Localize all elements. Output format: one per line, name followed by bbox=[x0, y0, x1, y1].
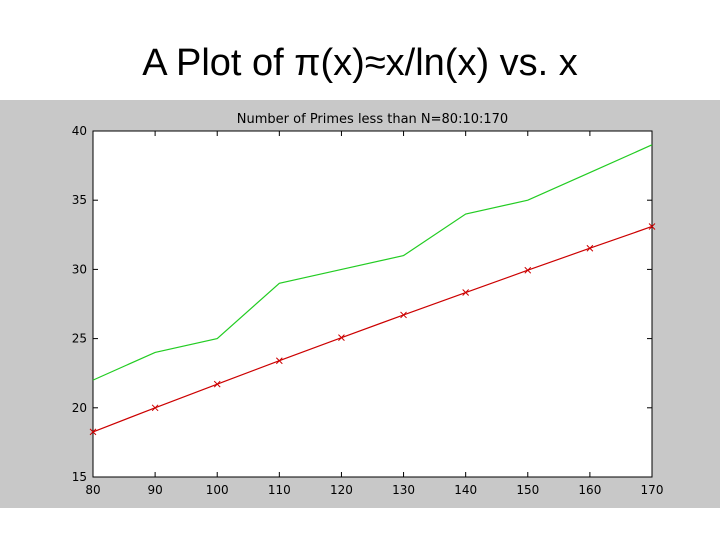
data-point bbox=[648, 223, 656, 230]
x-tick-label: 80 bbox=[85, 483, 100, 497]
x-tick-label: 100 bbox=[206, 483, 229, 497]
data-point bbox=[338, 334, 345, 341]
data-point bbox=[524, 266, 532, 274]
y-tick-label: 30 bbox=[72, 262, 87, 276]
data-point bbox=[213, 380, 221, 388]
x-tick-label: 150 bbox=[516, 483, 539, 497]
axis-ticks: 80 90 100 110 120 130 140 150 160 170 15 20 25 30 35 40 bbox=[72, 124, 664, 497]
x-tick-label: 110 bbox=[268, 483, 291, 497]
y-tick-label: 40 bbox=[72, 124, 87, 138]
y-tick-label: 15 bbox=[72, 470, 87, 484]
x-tick-label: 130 bbox=[392, 483, 415, 497]
y-tick-label: 35 bbox=[72, 193, 87, 207]
x-tick-label: 140 bbox=[454, 483, 477, 497]
y-tick-label: 25 bbox=[72, 332, 87, 346]
x-tick-label: 160 bbox=[578, 483, 601, 497]
data-point bbox=[275, 357, 283, 365]
axes-area bbox=[92, 130, 653, 478]
series-line-1 bbox=[92, 144, 653, 381]
data-point bbox=[151, 404, 159, 412]
figure-panel: Number of Primes less than N=80:10:170 8… bbox=[0, 100, 720, 508]
slide-title: A Plot of π(x)≈x/ln(x) vs. x bbox=[142, 42, 578, 84]
series-line-2 bbox=[92, 225, 653, 433]
data-point bbox=[586, 244, 594, 252]
x-tick-label: 90 bbox=[147, 483, 162, 497]
chart-title: Number of Primes less than N=80:10:170 bbox=[237, 112, 508, 127]
series-layer bbox=[89, 144, 656, 436]
data-point bbox=[462, 289, 470, 296]
data-point bbox=[400, 311, 407, 319]
line-chart: Number of Primes less than N=80:10:170 8… bbox=[72, 112, 664, 497]
data-point bbox=[89, 428, 97, 436]
x-tick-label: 120 bbox=[330, 483, 353, 497]
y-tick-label: 20 bbox=[72, 401, 87, 415]
x-tick-label: 170 bbox=[641, 483, 664, 497]
